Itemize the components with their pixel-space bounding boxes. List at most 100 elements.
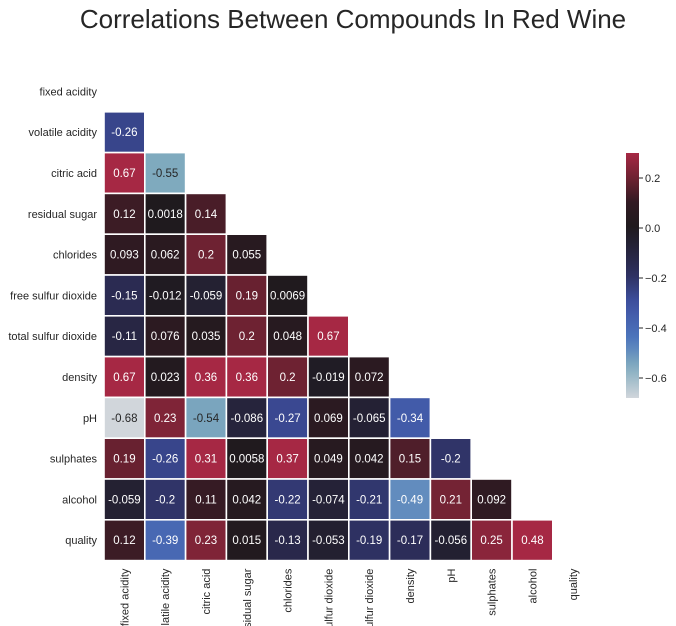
x-tick-label-chlorides: chlorides xyxy=(283,568,295,613)
colorbar-tick-label: 0.2 xyxy=(645,173,660,185)
heatmap-cell-sulphates-chlorides xyxy=(266,437,309,480)
heatmap-cell-quality-free-sulfur-dioxide xyxy=(307,518,350,562)
cell-label: -0.68 xyxy=(111,413,137,425)
x-tick-label-volatile-acidity: volatile acidity xyxy=(160,568,172,626)
heatmap-cell-quality-citric-acid xyxy=(184,518,228,562)
x-tick-label-density: density xyxy=(405,568,417,603)
heatmap-cell-quality-alcohol xyxy=(511,518,554,562)
heatmap-cell-volatile-acidity-fixed-acidity xyxy=(103,111,146,154)
y-tick-label-residual-sugar: residual sugar xyxy=(28,209,97,221)
x-tick-label-fixed-acidity: fixed acidity xyxy=(119,568,131,626)
cell-label: -0.26 xyxy=(111,127,137,139)
cell-label: 0.15 xyxy=(399,454,421,466)
cell-label: 0.67 xyxy=(113,168,135,180)
cell-label: 0.042 xyxy=(355,454,384,466)
cell-label: 0.23 xyxy=(195,535,217,547)
cell-label: -0.053 xyxy=(312,535,345,547)
heatmap-cell-citric-acid-volatile-acidity xyxy=(144,151,187,195)
cell-label: 0.092 xyxy=(477,494,506,506)
cell-label: 0.2 xyxy=(280,372,296,384)
cell-label: 0.093 xyxy=(110,250,139,262)
cell-label: -0.55 xyxy=(152,168,178,180)
heatmap-cell-sulphates-ph xyxy=(429,437,472,480)
heatmap-cell-total-sulfur-dioxide-residual-sugar xyxy=(225,314,268,358)
cell-label: -0.17 xyxy=(397,535,423,547)
cell-label: -0.11 xyxy=(112,331,137,343)
heatmap-cell-ph-volatile-acidity xyxy=(144,396,187,439)
y-tick-label-volatile-acidity: volatile acidity xyxy=(29,127,98,139)
heatmap-cell-chlorides-residual-sugar xyxy=(225,233,268,276)
cell-label: 0.2 xyxy=(198,250,214,262)
cell-label: 0.042 xyxy=(232,494,261,506)
y-tick-label-free-sulfur-dioxide: free sulfur dioxide xyxy=(10,290,97,302)
heatmap-cell-alcohol-citric-acid xyxy=(184,478,228,521)
cell-label: 0.48 xyxy=(521,535,543,547)
heatmap-cell-free-sulfur-dioxide-residual-sugar xyxy=(225,274,268,317)
heatmap-cell-quality-total-sulfur-dioxide xyxy=(347,518,391,562)
cell-label: 0.048 xyxy=(273,331,302,343)
cell-label: -0.13 xyxy=(274,535,300,547)
cell-label: 0.19 xyxy=(113,454,135,466)
y-tick-label-citric-acid: citric acid xyxy=(51,168,97,180)
cell-label: 0.67 xyxy=(317,331,339,343)
heatmap-cell-density-citric-acid xyxy=(184,355,228,399)
cell-label: -0.39 xyxy=(152,535,178,547)
cell-label: -0.086 xyxy=(230,413,263,425)
cell-label: 0.055 xyxy=(232,250,261,262)
cell-label: 0.21 xyxy=(440,494,462,506)
cell-label: 0.31 xyxy=(195,454,217,466)
heatmap-cell-chlorides-volatile-acidity xyxy=(144,233,187,276)
y-tick-label-total-sulfur-dioxide: total sulfur dioxide xyxy=(8,331,97,343)
x-tick-label-ph: pH xyxy=(446,569,458,583)
heatmap-cell-free-sulfur-dioxide-chlorides xyxy=(266,274,309,317)
heatmap-cell-quality-ph xyxy=(429,518,472,562)
cell-label: -0.34 xyxy=(397,413,424,425)
y-tick-label-fixed-acidity: fixed acidity xyxy=(40,86,98,98)
cell-label: -0.056 xyxy=(434,535,467,547)
cell-label: -0.2 xyxy=(155,494,175,506)
heatmap-cell-density-volatile-acidity xyxy=(144,355,187,399)
cell-label: 0.072 xyxy=(355,372,384,384)
cell-label: 0.062 xyxy=(151,250,180,262)
cell-label: 0.19 xyxy=(236,290,258,302)
y-tick-label-ph: pH xyxy=(83,413,97,425)
heatmap-cell-total-sulfur-dioxide-fixed-acidity xyxy=(103,314,146,358)
colorbar xyxy=(626,153,639,398)
cell-label: 0.0058 xyxy=(229,454,264,466)
cell-label: -0.15 xyxy=(111,290,137,302)
cell-label: 0.049 xyxy=(314,454,343,466)
heatmap-cell-total-sulfur-dioxide-free-sulfur-dioxide xyxy=(307,314,350,358)
cell-label: 0.36 xyxy=(195,372,217,384)
x-tick-label-citric-acid: citric acid xyxy=(201,569,213,615)
cell-label: -0.19 xyxy=(356,535,382,547)
cell-label: 0.069 xyxy=(314,413,343,425)
colorbar-tick-label: −0.4 xyxy=(645,323,667,335)
chart-title: Correlations Between Compounds In Red Wi… xyxy=(79,4,627,34)
cell-label: 0.36 xyxy=(236,372,258,384)
cell-label: 0.37 xyxy=(276,454,298,466)
heatmap-cell-free-sulfur-dioxide-volatile-acidity xyxy=(144,274,187,317)
heatmap-cell-total-sulfur-dioxide-volatile-acidity xyxy=(144,314,187,358)
cell-label: -0.22 xyxy=(274,494,300,506)
cell-label: 0.015 xyxy=(232,535,261,547)
cell-label: -0.2 xyxy=(441,454,461,466)
y-tick-label-chlorides: chlorides xyxy=(53,250,98,262)
heatmap-cell-quality-fixed-acidity xyxy=(103,518,146,562)
colorbar-tick-label: 0.0 xyxy=(645,223,660,235)
heatmap-cell-sulphates-citric-acid xyxy=(184,437,228,480)
heatmap-cell-ph-density xyxy=(388,396,432,439)
cell-label: 0.12 xyxy=(113,209,135,221)
y-tick-label-sulphates: sulphates xyxy=(50,454,98,466)
cell-label: 0.14 xyxy=(195,209,218,221)
cell-label: -0.074 xyxy=(312,494,345,506)
cell-label: -0.019 xyxy=(312,372,345,384)
cell-label: 0.25 xyxy=(480,535,502,547)
heatmap-cell-alcohol-ph xyxy=(429,478,472,521)
cell-label: 0.67 xyxy=(113,372,135,384)
cell-label: -0.059 xyxy=(190,290,223,302)
cell-label: -0.012 xyxy=(149,290,182,302)
cell-label: -0.21 xyxy=(356,494,382,506)
heatmap-cell-free-sulfur-dioxide-citric-acid xyxy=(184,274,228,317)
heatmap-cell-quality-sulphates xyxy=(470,518,513,562)
